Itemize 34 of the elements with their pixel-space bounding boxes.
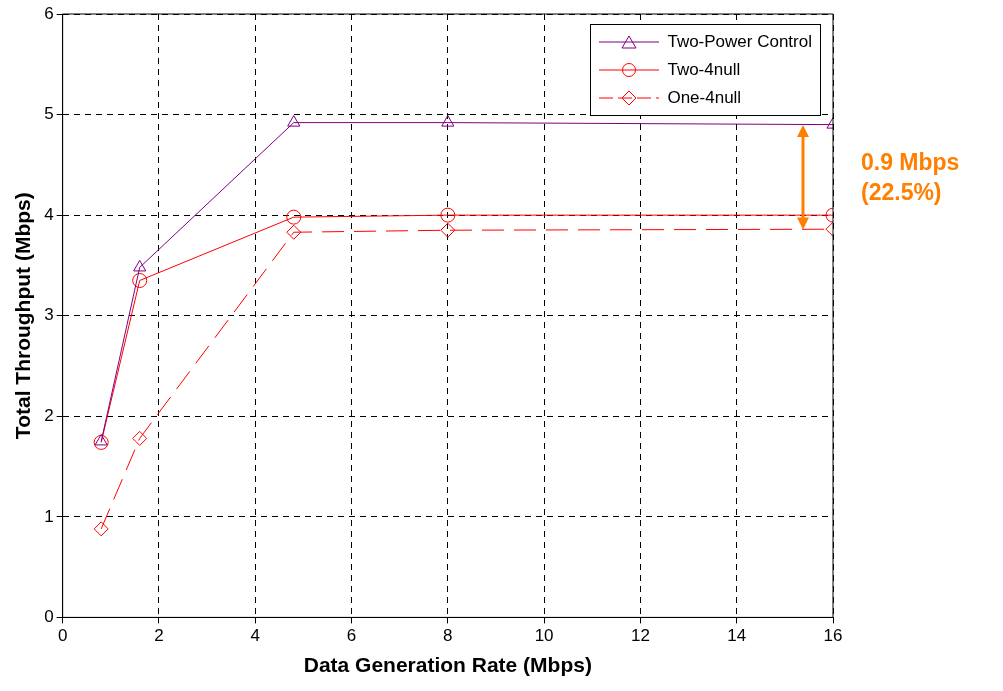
y-tick-label: 2 (44, 405, 54, 425)
point (286, 209, 302, 225)
x-tick-label: 16 (823, 626, 843, 646)
x-tick-label: 14 (727, 626, 747, 646)
legend-label: One-4null (667, 88, 742, 108)
x-tick-label: 12 (630, 626, 650, 646)
y-tick-label: 6 (44, 3, 54, 23)
point (441, 115, 455, 127)
point (286, 224, 302, 240)
point (94, 433, 108, 446)
point (440, 207, 456, 223)
y-tick-label: 1 (44, 506, 54, 526)
legend-label: Two-4null (667, 60, 741, 80)
y-axis-title: Total Throughput (Mbps) (11, 192, 35, 440)
y-tick-label: 5 (44, 104, 54, 124)
x-tick-label: 2 (154, 626, 164, 646)
y-tick-label: 3 (44, 305, 54, 325)
point (287, 115, 301, 127)
text: 0.9 Mbps (22.5%) (861, 147, 961, 207)
x-tick-label: 6 (346, 626, 357, 646)
x-tick-label: 10 (534, 626, 554, 646)
point (93, 521, 109, 537)
legend-label: Two-Power Control (667, 32, 812, 52)
point (440, 222, 456, 238)
x-axis-title: Data Generation Rate (Mbps) (303, 653, 592, 677)
point (132, 430, 148, 446)
x-tick-label: 8 (443, 626, 453, 646)
point (93, 434, 109, 450)
point (132, 273, 148, 288)
x-tick-label: 4 (250, 626, 260, 646)
point (133, 259, 147, 272)
y-tick-label: 0 (44, 607, 54, 627)
x-tick-label: 0 (57, 626, 68, 646)
y-tick-label: 4 (44, 204, 54, 224)
